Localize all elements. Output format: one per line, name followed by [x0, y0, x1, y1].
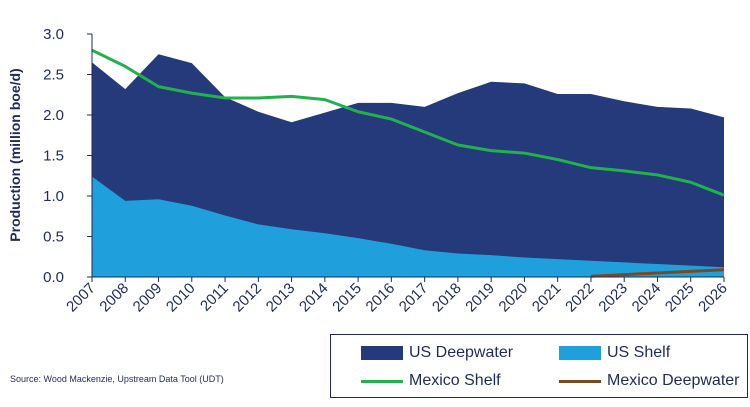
- x-tick-label: 2016: [363, 280, 399, 316]
- y-tick-label: 2.0: [43, 107, 64, 124]
- legend-swatch-mexico-shelf: [361, 379, 403, 383]
- x-tick-label: 2011: [197, 280, 232, 315]
- x-tick-label: 2024: [629, 280, 665, 316]
- y-tick-label: 2.5: [43, 67, 64, 84]
- x-tick-label: 2021: [529, 280, 565, 316]
- legend-swatch-mexico-deepwater: [559, 379, 601, 383]
- legend-swatch-us-deepwater: [361, 346, 403, 360]
- x-tick-label: 2009: [130, 280, 166, 316]
- x-tick-label: 2020: [496, 280, 532, 316]
- y-axis-title: Production (million boe/d): [7, 68, 23, 241]
- y-tick-label: 1.5: [43, 148, 64, 165]
- x-tick-label: 2015: [329, 280, 365, 316]
- x-tick-label: 2022: [562, 280, 598, 316]
- legend-label-mexico-shelf: Mexico Shelf: [409, 372, 501, 389]
- y-tick-label: 3.0: [43, 26, 64, 43]
- area-us-deepwater: [92, 54, 724, 277]
- plot-area: [91, 48, 725, 278]
- legend: US Deepwater US Shelf Mexico Shelf Mexic…: [330, 334, 748, 398]
- line-mexico-deepwater: [590, 268, 725, 278]
- legend-label-us-deepwater: US Deepwater: [409, 344, 514, 361]
- x-tick-label: 2014: [296, 280, 332, 316]
- legend-label-mexico-deepwater: Mexico Deepwater: [607, 372, 740, 389]
- x-tick-label: 2023: [595, 280, 631, 316]
- y-tick-label: 1.0: [43, 188, 64, 205]
- production-chart: 0.00.51.01.52.02.53.02007200820092010201…: [7, 26, 731, 316]
- y-tick-label: 0.5: [43, 229, 64, 246]
- x-tick-label: 2007: [63, 280, 99, 316]
- x-tick-label: 2013: [263, 280, 299, 316]
- x-tick-label: 2008: [96, 280, 132, 316]
- source-note: Source: Wood Mackenzie, Upstream Data To…: [10, 374, 224, 384]
- x-tick-label: 2026: [695, 280, 731, 316]
- area-us-shelf: [92, 176, 724, 277]
- legend-item-us-shelf: US Shelf: [559, 341, 670, 365]
- x-tick-label: 2017: [396, 280, 432, 316]
- line-mexico-shelf: [91, 48, 725, 197]
- legend-item-us-deepwater: US Deepwater: [361, 341, 513, 365]
- x-tick-label: 2010: [163, 280, 199, 316]
- x-tick-label: 2018: [429, 280, 465, 316]
- legend-item-mexico-deepwater: Mexico Deepwater: [559, 369, 740, 393]
- legend-swatch-us-shelf: [559, 346, 601, 360]
- y-tick-label: 0.0: [43, 269, 64, 286]
- x-tick-label: 2025: [662, 280, 698, 316]
- x-tick-label: 2012: [230, 280, 266, 316]
- x-tick-label: 2019: [462, 280, 498, 316]
- legend-item-mexico-shelf: Mexico Shelf: [361, 369, 501, 393]
- legend-label-us-shelf: US Shelf: [607, 344, 671, 361]
